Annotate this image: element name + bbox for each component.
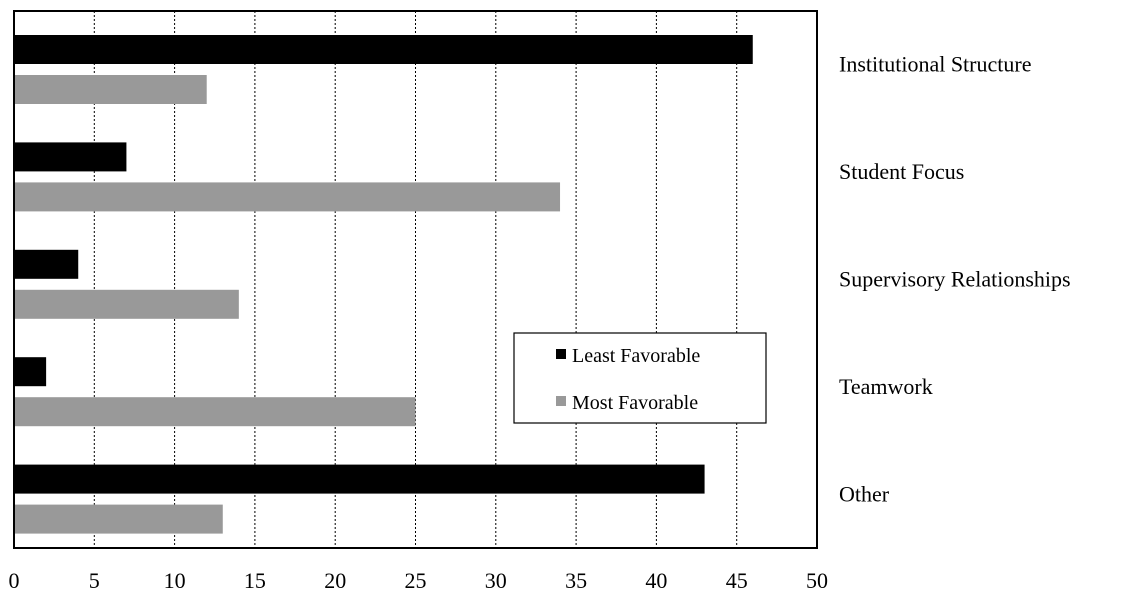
legend: Least Favorable Most Favorable xyxy=(513,332,767,424)
x-axis-tick-labels: 0 5 10 15 20 25 30 35 40 45 50 xyxy=(9,568,829,593)
x-tick-label: 5 xyxy=(89,568,100,593)
bar-most-favorable xyxy=(14,289,239,319)
bar-least-favorable xyxy=(14,464,705,494)
x-tick-label: 10 xyxy=(164,568,186,593)
x-tick-label: 20 xyxy=(324,568,346,593)
x-tick-label: 0 xyxy=(9,568,20,593)
legend-box xyxy=(513,332,767,424)
category-label: Teamwork xyxy=(839,374,933,399)
bar-least-favorable xyxy=(14,142,127,172)
category-label: Student Focus xyxy=(839,159,964,184)
legend-swatch-least-favorable xyxy=(556,349,566,359)
x-tick-label: 35 xyxy=(565,568,587,593)
bars xyxy=(14,35,753,534)
x-tick-label: 45 xyxy=(726,568,748,593)
bar-most-favorable xyxy=(14,182,561,212)
x-tick-label: 30 xyxy=(485,568,507,593)
bar-least-favorable xyxy=(14,35,753,64)
x-tick-label: 15 xyxy=(244,568,266,593)
category-label: Supervisory Relationships xyxy=(839,267,1071,292)
bar-most-favorable xyxy=(14,397,416,427)
x-tick-label: 50 xyxy=(806,568,828,593)
plot-area-frame xyxy=(13,10,818,549)
legend-label-least-favorable: Least Favorable xyxy=(572,345,700,367)
legend-label-most-favorable: Most Favorable xyxy=(572,392,698,414)
bar-least-favorable xyxy=(14,249,79,279)
bar-most-favorable xyxy=(14,75,207,104)
legend-swatch-most-favorable xyxy=(556,396,566,406)
category-label: Institutional Structure xyxy=(839,52,1031,77)
x-tick-label: 25 xyxy=(405,568,427,593)
category-label: Other xyxy=(839,481,890,506)
bar-most-favorable xyxy=(14,504,223,534)
category-labels: Institutional Structure Student Focus Supe… xyxy=(839,52,1071,507)
bar-least-favorable xyxy=(14,357,47,387)
x-tick-label: 40 xyxy=(645,568,667,593)
